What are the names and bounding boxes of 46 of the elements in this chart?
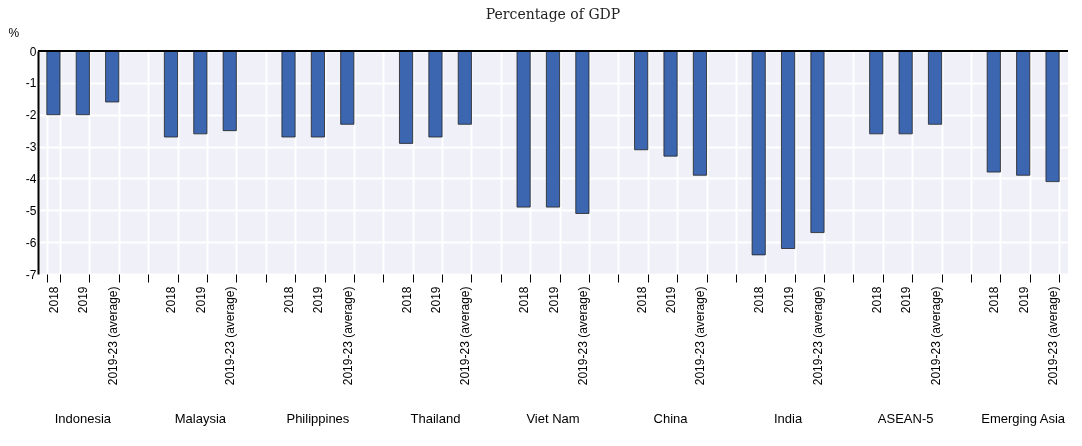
y-tick-label: -6 [25,235,37,250]
x-tick-label: 2019-23 (average) [105,286,120,386]
x-tick-label: 2019-23 (average) [340,286,355,386]
x-tick-label: 2019 [1016,286,1031,314]
x-tick-label: 2019 [899,286,914,314]
x-tick-label: 2019 [193,286,208,314]
text: Philippines [286,411,350,426]
x-tick-label: 2018 [164,286,179,314]
x-tick-label: 2019 [546,286,561,314]
x-tick-label: 2019 [664,286,679,314]
x-tick-label: 2018 [282,286,297,314]
x-tick-label: 2018 [869,286,884,314]
chart-subtitle: Percentage of GDP [485,6,621,22]
text: ASEAN-5 [877,411,934,426]
x-tick-label: 2018 [46,286,61,314]
x-tick-label: 2018 [634,286,649,314]
y-axis-title: % [8,25,20,40]
y-tick-label: -3 [25,140,37,155]
text: Malaysia [174,411,227,426]
y-tick-label: -4 [25,171,37,186]
x-tick-label: 2019-23 (average) [458,286,473,386]
x-tick-label: 2019-23 (average) [223,286,238,386]
y-tick-label: -2 [25,108,37,123]
x-tick-label: 2019-23 (average) [810,286,825,386]
y-tick-label: -7 [25,267,37,282]
x-tick-label: 2019-23 (average) [575,286,590,386]
x-tick-label: 2019 [781,286,796,314]
text: Thailand [410,411,461,426]
text: Viet Nam [526,411,580,426]
x-tick-label: 2018 [399,286,414,314]
x-tick-label: 2019 [76,286,91,314]
x-tick-label: 2018 [517,286,532,314]
text: India [773,411,803,426]
x-tick-label: 2018 [987,286,1002,314]
y-tick-label: -5 [25,203,37,218]
text: Indonesia [54,411,112,426]
text: China [653,411,689,426]
x-tick-label: 2019 [428,286,443,314]
x-tick-label: 2018 [752,286,767,314]
y-tick-label: 0 [29,44,37,59]
x-tick-label: 2019-23 (average) [1046,286,1061,386]
x-tick-label: 2019-23 (average) [693,286,708,386]
x-tick-label: 2019-23 (average) [928,286,943,386]
text: Emerging Asia [981,411,1066,426]
y-tick-label: -1 [25,76,37,91]
x-tick-label: 2019 [311,286,326,314]
